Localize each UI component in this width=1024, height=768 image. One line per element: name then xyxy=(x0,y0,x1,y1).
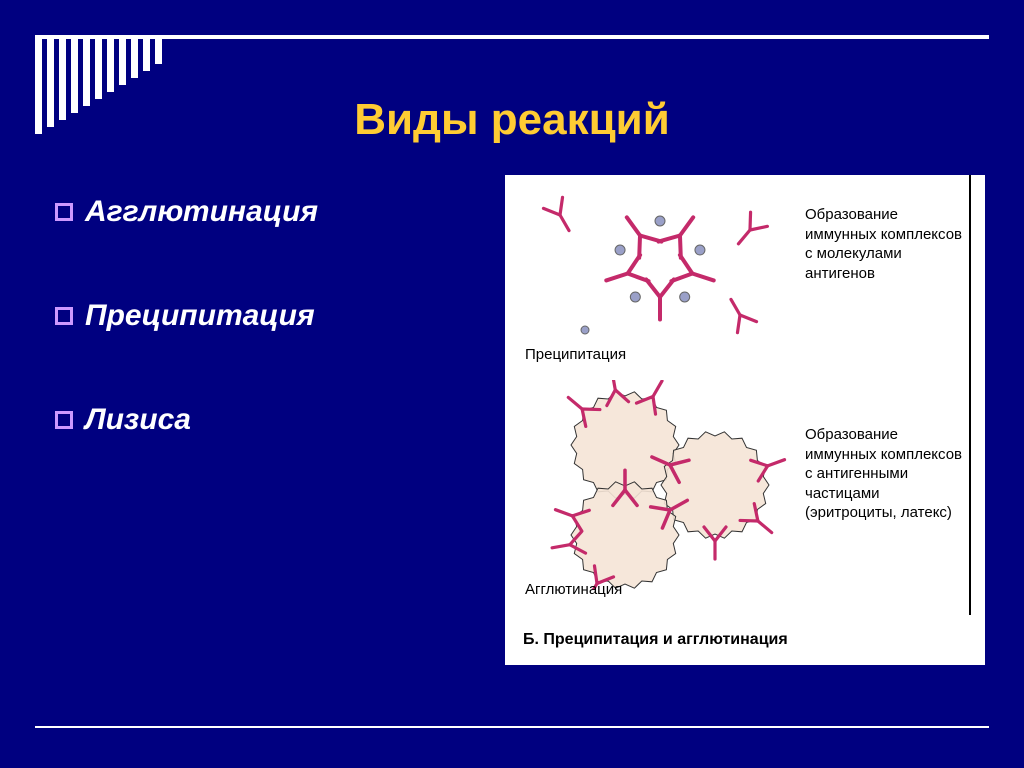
agglutination-diagram xyxy=(510,380,800,590)
figure-caption: Б. Преципитация и агглютинация xyxy=(523,630,788,651)
lower-label: Агглютинация xyxy=(525,580,622,600)
bullet-marker-icon xyxy=(55,307,73,325)
precipitation-diagram xyxy=(515,185,785,355)
bullet-marker-icon xyxy=(55,411,73,429)
bullet-item: Лизиса xyxy=(55,403,485,437)
bottom-rule xyxy=(35,726,989,728)
top-rule xyxy=(35,35,989,39)
bullet-text: Агглютинация xyxy=(85,195,318,229)
upper-description: Образование иммунных комплексов с молеку… xyxy=(805,205,965,283)
bullet-marker-icon xyxy=(55,203,73,221)
figure-lower-section: Образование иммунных комплексов с антиге… xyxy=(505,380,985,610)
upper-label: Преципитация xyxy=(525,345,626,365)
bullet-item: Преципитация xyxy=(55,299,485,333)
slide-title: Виды реакций xyxy=(0,95,1024,145)
bullet-list: Агглютинация Преципитация Лизиса xyxy=(55,195,485,507)
figure-panel: Образование иммунных комплексов с молеку… xyxy=(505,175,985,665)
bullet-item: Агглютинация xyxy=(55,195,485,229)
bullet-text: Лизиса xyxy=(85,403,191,437)
bullet-text: Преципитация xyxy=(85,299,315,333)
lower-description: Образование иммунных комплексов с антиге… xyxy=(805,425,970,523)
figure-upper-section: Образование иммунных комплексов с молеку… xyxy=(505,185,985,375)
